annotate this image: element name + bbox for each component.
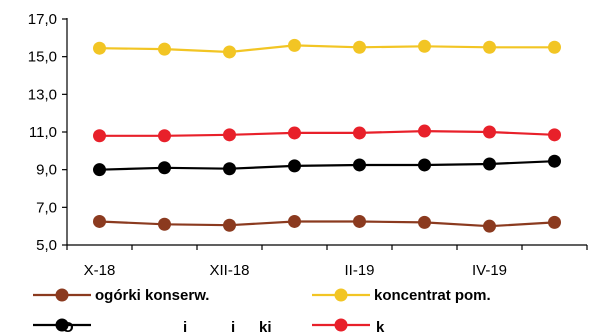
legend-label-partial: k [376,319,385,333]
data-point [418,215,431,229]
data-point [353,126,366,140]
series-line [99,160,555,171]
data-point [223,162,236,176]
legend-marker [334,318,348,332]
data-point [223,45,236,59]
y-tick-label: 5,0 [36,237,57,254]
y-tick-label: 11,0 [29,124,57,141]
y-tick-label: 15,0 [28,49,57,66]
data-point [548,215,561,229]
data-point [93,214,106,228]
y-axis: 5,0 7,0 9,0 11,0 13,0 15,0 17,0 [28,11,68,254]
series-2 [93,154,561,177]
y-tick-label: 9,0 [36,162,57,179]
data-point [288,126,301,140]
legend-label: koncentrat pom. [374,287,491,304]
legend-marker [55,288,69,302]
data-point [158,161,171,175]
legend-item: ogórki konserw. [33,287,209,304]
data-point [548,40,561,54]
data-point [483,157,496,171]
data-point [418,124,431,138]
legend-item [312,318,370,332]
legend: ogórki konserw. koncentrat pom. O i i ki k [33,287,491,333]
x-tick-label: XII-18 [209,262,249,279]
data-point [548,154,561,168]
legend-label-partial: O [62,319,74,333]
data-point [223,128,236,142]
data-point [483,219,496,233]
data-point [548,128,561,142]
legend-label: ogórki konserw. [95,287,209,304]
x-axis: X-18 XII-18 II-19 IV-19 [66,244,588,279]
series-lines [93,38,561,233]
series-1 [93,38,561,59]
legend-marker [334,288,348,302]
data-point [288,159,301,173]
legend-marker [55,318,69,332]
x-tick-label: IV-19 [472,262,507,279]
data-point [93,41,106,55]
data-point [483,125,496,139]
data-point [223,218,236,232]
legend-label-partial: i [231,319,235,333]
data-point [418,158,431,172]
data-point [93,129,106,143]
data-point [288,38,301,52]
data-point [353,158,366,172]
data-point [353,214,366,228]
data-point [418,39,431,53]
series-line [99,44,555,54]
series-0 [93,214,561,233]
data-point [288,214,301,228]
data-point [353,40,366,54]
data-point [93,163,106,177]
y-tick-label: 13,0 [28,86,57,103]
x-tick-label: II-19 [344,262,374,279]
series-3 [93,124,561,143]
legend-item: koncentrat pom. [312,287,491,304]
series-line [99,220,555,228]
legend-label-partial: ki [259,319,272,333]
data-point [483,40,496,54]
legend-label-partial: i [183,319,187,333]
y-tick-label: 7,0 [36,199,57,216]
y-tick-label: 17,0 [28,11,57,28]
series-line [99,130,555,137]
data-point [158,129,171,143]
legend-item [33,318,91,332]
x-tick-label: X-18 [84,262,116,279]
data-point [158,42,171,56]
data-point [158,217,171,231]
